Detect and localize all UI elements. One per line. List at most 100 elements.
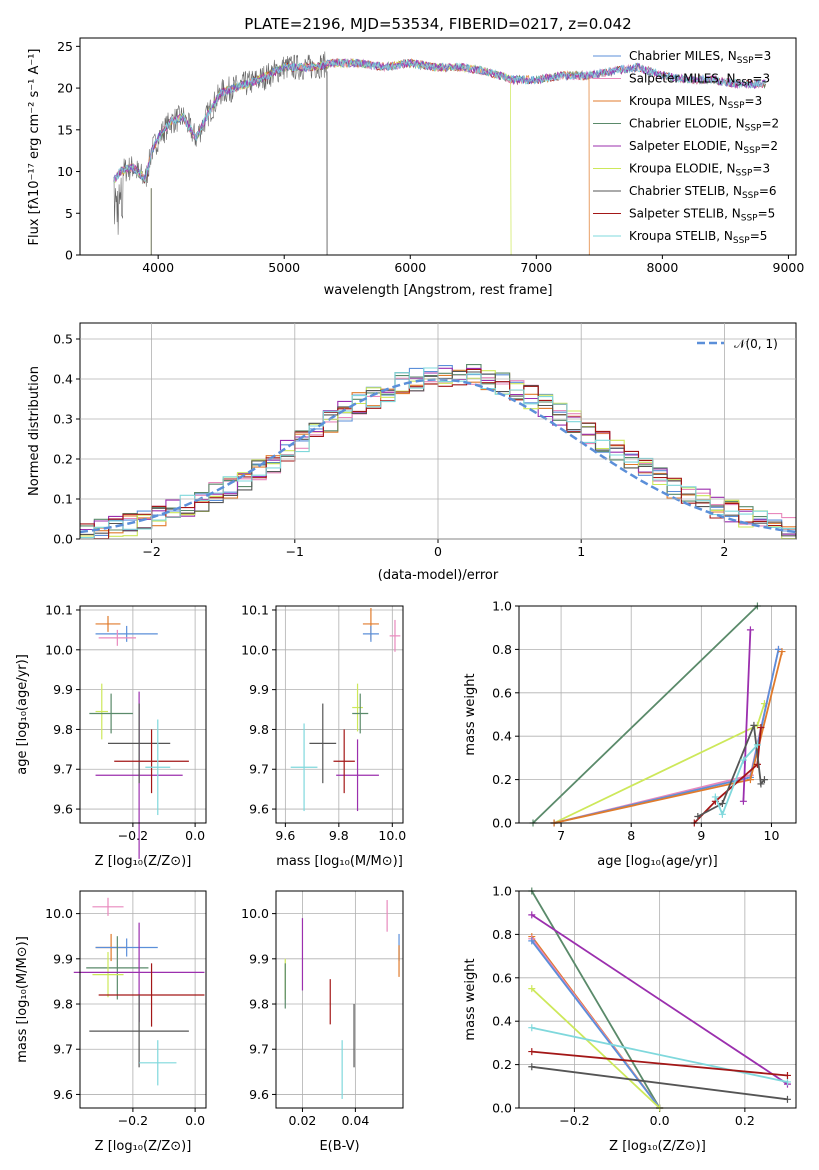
weight-line (553, 703, 766, 824)
panel2-ticks: −0.2 0.0 9.6 9.7 9.8 9.9 10.0 10.1 (45, 602, 206, 843)
tick-label-x: −0.2 (118, 1113, 148, 1128)
panel3-xlabel: mass [log₁₀(M/M⊙)] (276, 854, 403, 869)
tick-label-x: 0.04 (341, 1113, 369, 1128)
panel2-data (89, 615, 189, 859)
tick-label-y: 9.8 (249, 997, 269, 1012)
spectrum-line (113, 57, 766, 183)
panel2-ylabel: Normed distribution (27, 366, 42, 496)
weight-line (531, 1026, 788, 1083)
tick-label-x: 6000 (394, 260, 426, 275)
weight-marker (750, 721, 758, 729)
tick-label-y: 10.1 (45, 602, 73, 617)
legend-subscript: SSP (742, 191, 759, 201)
panel4-axes (518, 605, 797, 824)
weight-line (531, 940, 661, 1109)
weight-marker (753, 741, 761, 749)
tick-label-y: 10 (57, 164, 73, 179)
tick-label-x: 9.8 (329, 828, 349, 843)
tick-label-y: 10.0 (45, 642, 73, 657)
tick-label-x: 0.02 (289, 1113, 317, 1128)
weight-line (531, 987, 661, 1109)
tick-label-x: 1 (577, 544, 585, 559)
tick-label-y: 0.2 (492, 1057, 512, 1072)
panel1-title: PLATE=2196, MJD=53534, FIBERID=0217, z=0… (244, 15, 631, 33)
panel4-data (529, 602, 786, 827)
tick-label-y: 20 (57, 81, 73, 96)
tick-label-y: 0.6 (492, 970, 512, 985)
tick-label-x: 7000 (520, 260, 552, 275)
weight-marker (783, 1078, 791, 1086)
weight-marker (783, 1071, 791, 1079)
panel2-xlabel: Z [log₁₀(Z/Z⊙)] (95, 854, 192, 869)
spectrum-line (113, 58, 766, 184)
tick-label-y: 1.0 (492, 884, 512, 899)
legend-label: Kroupa STELIB, NSSP=5 (629, 229, 767, 246)
panel7-xlabel: Z [log₁₀(Z/Z⊙)] (609, 1139, 706, 1154)
legend-subscript: SSP (733, 236, 750, 246)
panel5-axes (79, 890, 207, 1109)
tick-label-y: 9.6 (249, 802, 269, 817)
panel4-ylabel: mass weight (463, 673, 478, 755)
tick-label-x: 4000 (142, 260, 174, 275)
panel1-lines (113, 51, 766, 256)
panel1-legend: Chabrier MILES, NSSP=3 Salpeter MILES, NS… (593, 49, 779, 246)
panel1-spectrum: 4000 5000 6000 7000 8000 9000 0 5 10 15 20 25 wavel… (27, 37, 804, 298)
legend-label: Kroupa ELODIE, NSSP=3 (629, 162, 770, 179)
tick-label-y: 9.8 (53, 997, 73, 1012)
panel1-ylabel: Flux [fλ10⁻¹⁷ erg cm⁻² s⁻¹ A⁻¹] (27, 49, 42, 246)
panel4: 7 8 9 10 0.0 0.2 0.4 0.6 0.8 1.0 age [log₁₀(age/yr… (463, 599, 797, 869)
tick-label-x: 10 (764, 828, 780, 843)
tick-label-y: 9.6 (249, 1087, 269, 1102)
tick-label-x: 0.0 (185, 1113, 205, 1128)
weight-marker (711, 793, 719, 801)
legend-subscript: SSP (736, 79, 753, 89)
panel6-ticks: 0.02 0.04 9.6 9.7 9.8 9.9 10.0 (241, 891, 403, 1128)
legend-subscript: SSP (736, 169, 753, 179)
tick-label-x: −1 (286, 544, 304, 559)
legend-subscript: SSP (728, 101, 745, 111)
weight-line (714, 744, 759, 817)
weight-marker (718, 799, 726, 807)
panel5-ticks: −0.2 0.0 9.6 9.7 9.8 9.9 10.0 (45, 891, 206, 1128)
tick-label-y: 9.9 (249, 951, 269, 966)
weight-marker (760, 776, 768, 784)
tick-label-x: 0.0 (650, 1113, 670, 1128)
tick-label-y: 0.3 (53, 412, 73, 427)
panel4-xlabel: age [log₁₀(age/yr)] (597, 854, 718, 869)
panel5-ylabel: mass [log₁₀(M/M⊙)] (15, 936, 30, 1063)
tick-label-y: 9.6 (53, 802, 73, 817)
legend-subscript: SSP (743, 146, 760, 156)
panel1-xlabel: wavelength [Angstrom, rest frame] (324, 283, 553, 298)
tick-label-y: 10.0 (241, 642, 269, 657)
legend-label-rest: =5 (758, 207, 776, 221)
panel2: −0.2 0.0 9.6 9.7 9.8 9.9 10.0 10.1 Z [log₁₀(Z/Z⊙… (15, 602, 207, 869)
panel2-ticks: −2 −1 0 1 2 0.0 0.1 0.2 0.3 0.4 0.5 (53, 323, 796, 559)
panel1-axes (79, 37, 797, 256)
panel3-ticks: 9.6 9.8 10.0 9.6 9.7 9.8 9.9 10.0 10.1 (241, 602, 406, 843)
legend-label-rest: =3 (752, 72, 770, 86)
spectrum-line (113, 57, 590, 256)
panel3: 9.6 9.8 10.0 9.6 9.7 9.8 9.9 10.0 10.1 mass [log₁… (241, 602, 406, 869)
panel5-data (73, 897, 205, 1086)
tick-label-y: 0.4 (53, 372, 73, 387)
weight-line (697, 725, 766, 818)
weight-marker (528, 937, 536, 945)
tick-label-y: 9.8 (53, 722, 73, 737)
tick-label-y: 9.7 (53, 762, 73, 777)
tick-label-x: 7 (557, 828, 565, 843)
legend-label: Salpeter MILES, NSSP=3 (629, 72, 770, 89)
tick-label-y: 25 (57, 39, 73, 54)
tick-label-y: 0.2 (492, 772, 512, 787)
panel7-ylabel: mass weight (463, 958, 478, 1040)
panel6: 0.02 0.04 9.6 9.7 9.8 9.9 10.0 E(B-V) (241, 890, 404, 1154)
panel2-axes (79, 605, 207, 824)
tick-label-y: 9.9 (53, 951, 73, 966)
panel6-xlabel: E(B-V) (319, 1139, 359, 1154)
tick-label-x: 0.2 (735, 1113, 755, 1128)
weight-marker (746, 626, 754, 634)
parameter-panels: −0.2 0.0 9.6 9.7 9.8 9.9 10.0 10.1 Z [log₁₀(Z/Z⊙… (15, 599, 797, 1154)
weight-line (531, 1050, 788, 1077)
tick-label-y: 9.6 (53, 1087, 73, 1102)
weight-marker (778, 648, 786, 656)
tick-label-y: 0.0 (492, 816, 512, 831)
